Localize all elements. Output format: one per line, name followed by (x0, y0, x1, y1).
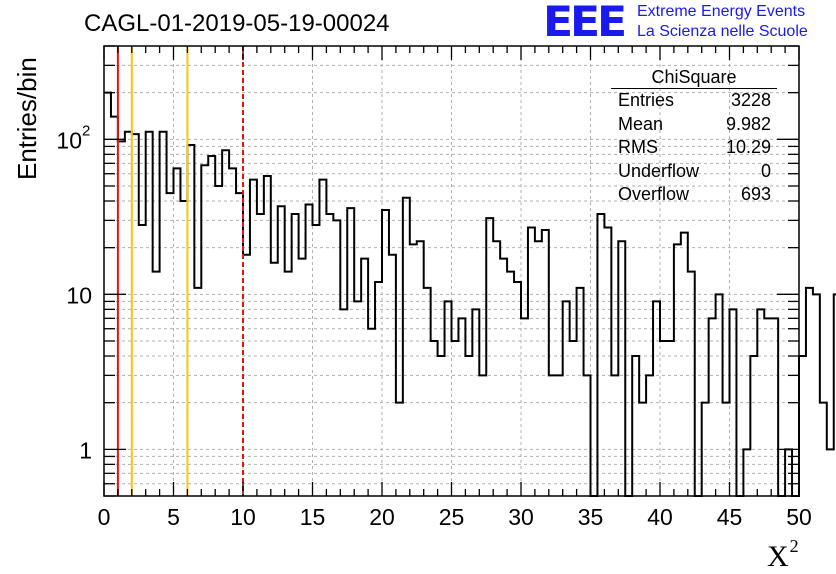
reference-lines (116, 46, 244, 496)
x-tick-label: 30 (508, 504, 534, 530)
x-tick-label: 5 (167, 504, 180, 530)
stats-value: 3228 (730, 90, 771, 110)
x-tick-label: 0 (98, 504, 111, 530)
x-axis-label-symbol: X (767, 540, 789, 573)
y-tick-label: 10 (66, 282, 92, 308)
stats-label: Overflow (618, 184, 690, 204)
x-axis-label-exponent: 2 (789, 536, 799, 556)
x-tick-label: 25 (439, 504, 465, 530)
histogram-outline (104, 91, 836, 497)
x-tick-label: 35 (578, 504, 604, 530)
y-tick-label: 10 (56, 127, 82, 153)
logo-line-2: La Scienza nelle Scuole (637, 23, 808, 40)
stats-value: 0 (760, 160, 771, 181)
x-tick-label: 10 (230, 504, 256, 530)
stats-row-overflow: Overflow 693 (611, 183, 777, 207)
x-tick-label: 40 (647, 504, 673, 530)
stats-box: ChiSquare Entries 3228 Mean 9.982 RMS 10… (611, 66, 777, 207)
stats-value: 693 (740, 184, 771, 204)
x-tick-label: 45 (717, 504, 743, 530)
stats-label: Entries (618, 90, 675, 110)
y-tick-label-exponent: 2 (82, 122, 90, 139)
stats-title: ChiSquare (611, 66, 777, 89)
axis-ticks (103, 45, 800, 497)
histogram-bars (104, 91, 836, 497)
x-axis-label: X2 (767, 536, 799, 574)
eee-logo: EEE (543, 0, 627, 46)
stats-label: Underflow (618, 160, 700, 181)
x-tick-label: 15 (300, 504, 326, 530)
stats-row-rms: RMS 10.29 (611, 136, 777, 160)
x-tick-label: 20 (369, 504, 395, 530)
logo-caption: Extreme Energy Events La Scienza nelle S… (637, 2, 808, 42)
stats-value: 10.29 (725, 137, 771, 157)
stats-label: RMS (618, 137, 658, 157)
x-tick-label: 50 (786, 504, 812, 530)
y-tick-label: 1 (79, 437, 92, 463)
chart-title: CAGL-01-2019-05-19-00024 (84, 10, 390, 37)
grid-layer (104, 45, 799, 497)
stats-label: Mean (618, 113, 664, 134)
stats-row-underflow: Underflow 0 (611, 160, 777, 184)
logo-line-1: Extreme Energy Events (637, 3, 806, 20)
y-axis-label: Entries/bin (12, 57, 42, 180)
stats-value: 9.982 (725, 113, 771, 134)
stats-row-mean: Mean 9.982 (611, 113, 777, 137)
stats-row-entries: Entries 3228 (611, 89, 777, 113)
